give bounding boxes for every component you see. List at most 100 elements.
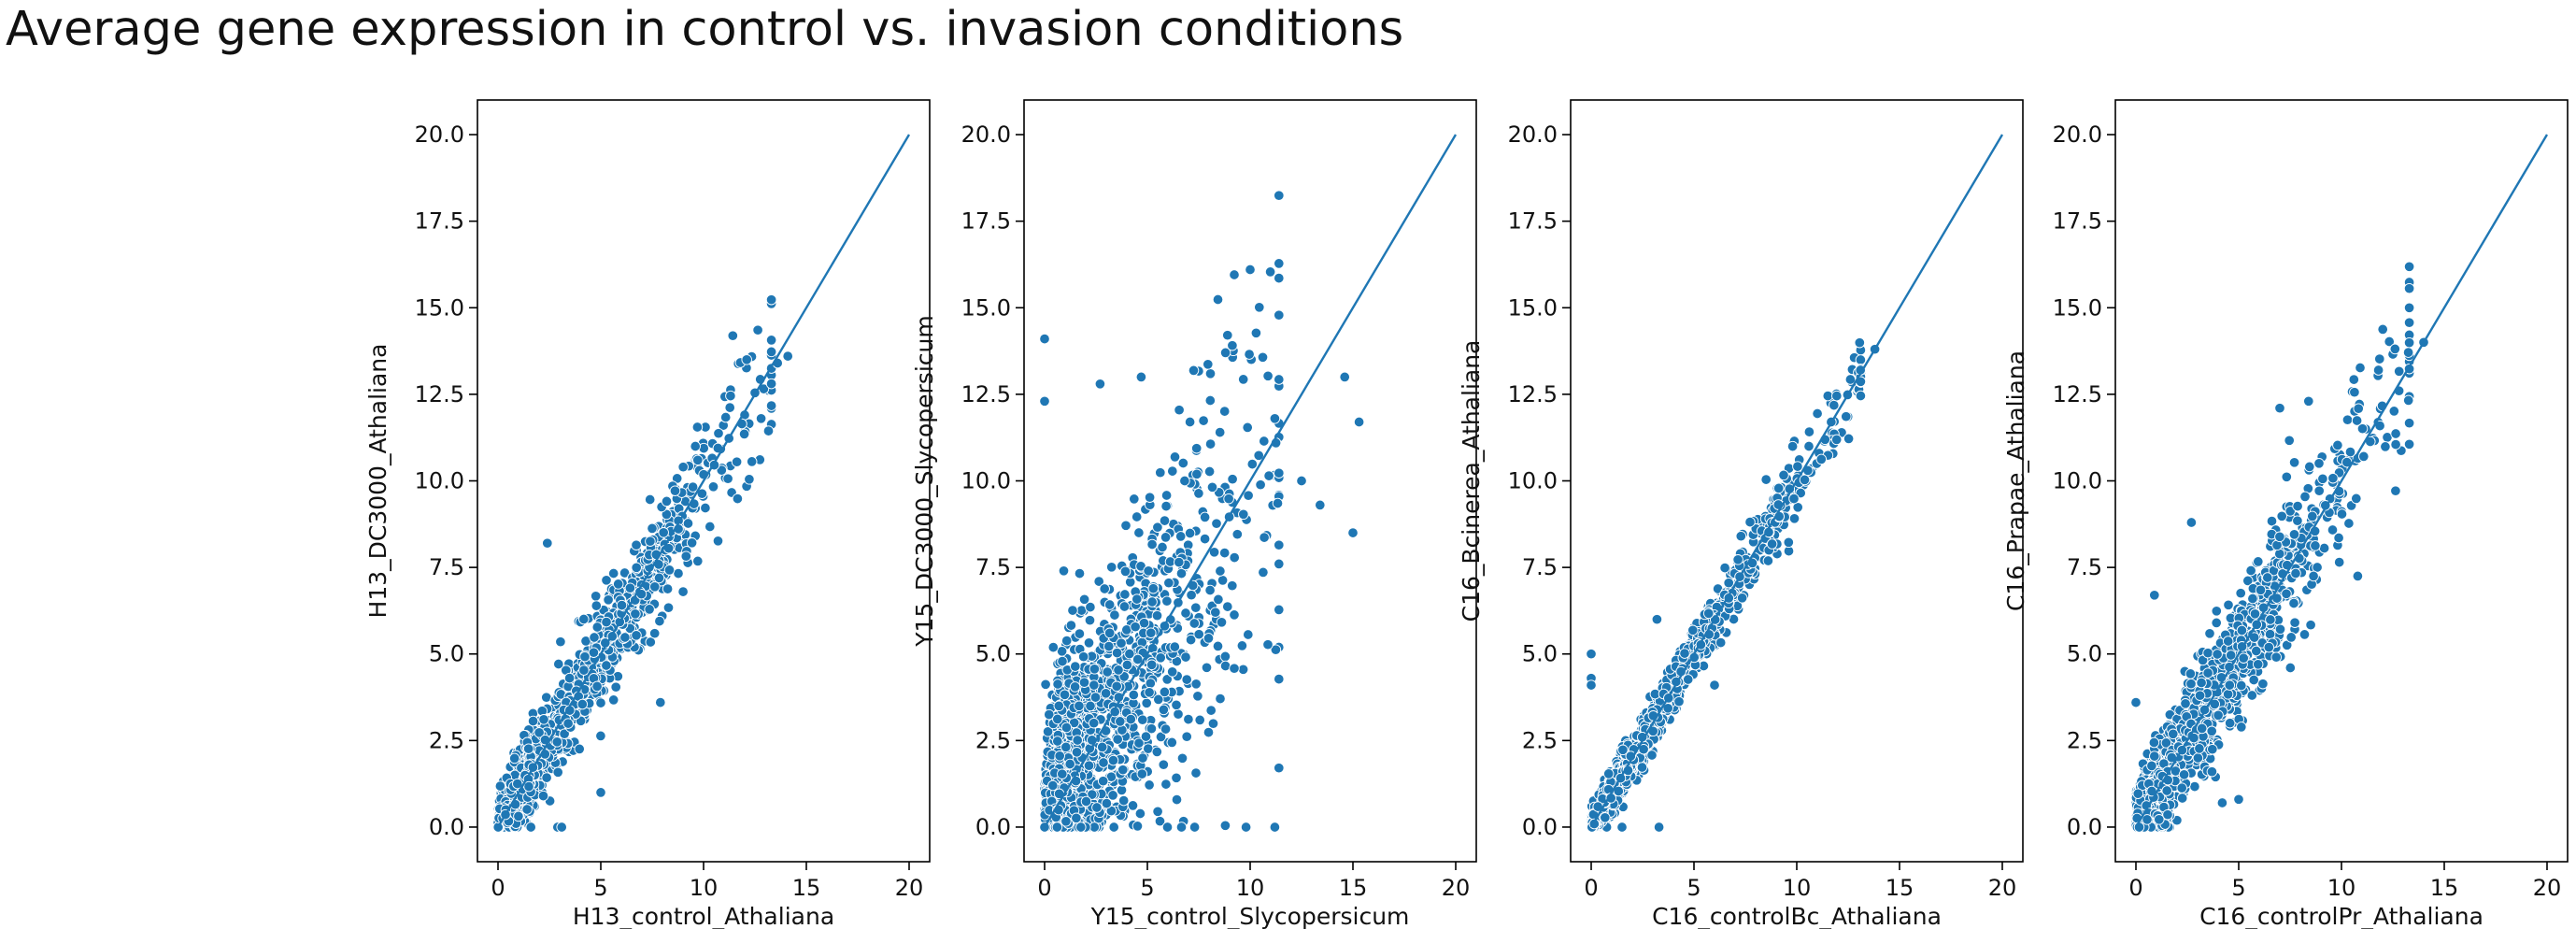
data-point — [1214, 426, 1226, 438]
data-point — [1204, 394, 1217, 407]
data-point — [1198, 415, 1209, 426]
data-point — [1237, 374, 1249, 385]
data-point — [607, 694, 619, 706]
data-point — [601, 575, 612, 586]
data-point — [690, 440, 701, 452]
data-point — [595, 787, 606, 798]
data-point — [1060, 635, 1073, 647]
data-point — [1155, 652, 1166, 664]
data-point — [645, 536, 656, 547]
data-point — [1222, 601, 1233, 612]
data-point — [1111, 647, 1123, 659]
data-point — [1216, 617, 1228, 628]
data-point — [1133, 527, 1145, 538]
data-point — [692, 555, 704, 567]
data-point — [1120, 520, 1131, 532]
data-point — [1812, 407, 1823, 420]
data-point — [595, 697, 606, 708]
y-tick-label: 7.5 — [975, 554, 1011, 580]
data-point — [590, 591, 602, 602]
data-point — [1203, 465, 1216, 478]
data-point — [1054, 750, 1065, 762]
data-point — [653, 572, 665, 584]
data-point — [1151, 609, 1163, 622]
data-point — [1227, 473, 1238, 485]
data-point — [1107, 754, 1119, 766]
x-tick-label: 0 — [1037, 875, 1051, 901]
data-point — [1129, 493, 1140, 505]
data-point — [658, 527, 669, 538]
data-point — [680, 550, 692, 562]
x-tick-label: 20 — [1442, 875, 1471, 901]
y-tick-label: 5.0 — [975, 641, 1011, 667]
data-point — [1192, 691, 1203, 702]
data-point — [1093, 576, 1104, 587]
data-point — [1174, 556, 1185, 568]
data-point — [1134, 808, 1146, 820]
data-point — [521, 804, 533, 815]
y-tick-label: 12.5 — [961, 381, 1011, 407]
data-point — [1100, 688, 1112, 699]
data-point — [1167, 465, 1178, 477]
data-point — [1272, 497, 1284, 509]
y-axis-label: H13_DC3000_Athaliana — [364, 344, 391, 619]
data-point — [1121, 659, 1133, 671]
data-point — [1744, 516, 1756, 528]
data-point — [1125, 713, 1137, 725]
data-point — [1786, 440, 1799, 452]
data-point — [1169, 451, 1181, 463]
data-point — [1212, 640, 1224, 652]
data-point — [1253, 450, 1264, 462]
data-point — [1039, 395, 1050, 407]
data-point — [525, 822, 536, 833]
data-point — [691, 422, 704, 433]
data-point — [1158, 759, 1170, 770]
data-point — [563, 672, 576, 684]
data-point — [1161, 822, 1174, 833]
data-point — [619, 567, 631, 579]
data-point — [1263, 470, 1274, 481]
data-point — [782, 350, 793, 362]
data-point — [631, 630, 642, 641]
data-point — [1204, 584, 1216, 596]
data-point — [765, 346, 777, 358]
data-point — [1075, 822, 1087, 833]
data-point — [1783, 536, 1795, 549]
data-point — [1124, 648, 1135, 660]
y-tick-label: 2.5 — [429, 727, 464, 753]
data-point — [1155, 731, 1167, 743]
data-point — [1158, 704, 1170, 716]
data-point — [1166, 666, 1178, 678]
y-tick-label: 2.5 — [975, 727, 1011, 753]
data-point — [1735, 530, 1747, 542]
data-point — [1042, 726, 1054, 737]
data-point — [1199, 511, 1211, 523]
data-point — [579, 650, 591, 663]
data-point — [1144, 687, 1155, 698]
data-point — [603, 594, 614, 606]
data-point — [1274, 539, 1285, 550]
data-point — [1074, 628, 1086, 639]
data-point — [1180, 607, 1191, 619]
data-point — [1296, 475, 1307, 487]
data-point — [1060, 741, 1072, 753]
data-point — [1180, 651, 1191, 663]
data-point — [1085, 601, 1096, 613]
data-point — [1117, 764, 1129, 776]
data-point — [1262, 370, 1274, 382]
plot-area — [1586, 336, 1881, 833]
data-point — [1147, 582, 1160, 594]
data-point — [1274, 190, 1285, 201]
data-point — [686, 537, 698, 549]
data-point — [1723, 577, 1734, 589]
data-point — [537, 790, 549, 802]
data-point — [1243, 629, 1254, 640]
data-point — [712, 536, 724, 547]
data-point — [1179, 475, 1190, 487]
data-point — [1088, 717, 1100, 729]
data-point — [677, 461, 689, 473]
data-point — [1161, 674, 1173, 685]
data-point — [1258, 566, 1269, 579]
data-point — [1201, 662, 1213, 674]
data-point — [1074, 567, 1086, 579]
